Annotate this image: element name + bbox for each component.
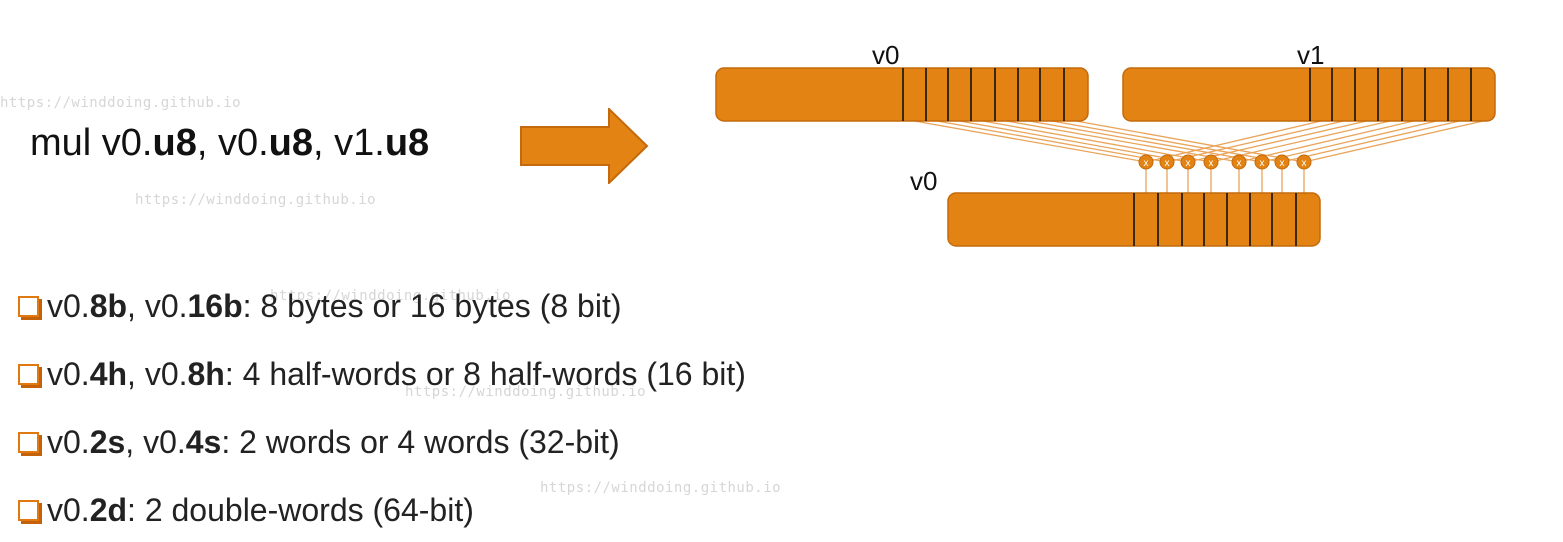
multiply-operator-icon xyxy=(1254,154,1270,170)
lane-line-src1 xyxy=(982,120,1212,163)
bullet-item: v0. 4h, v0. 8h: 4 half-words or 8 half-wor… xyxy=(18,356,746,393)
lane-line-src1 xyxy=(914,120,1147,163)
watermark: https://winddoing.github.io xyxy=(270,288,512,304)
bullet-item: v0. 8b, v0. 16b: 8 bytes or 16 bytes (8 bi… xyxy=(18,288,621,325)
register-v0-source xyxy=(715,67,1089,122)
lane-line-src1 xyxy=(1006,120,1240,163)
lane-line-src1 xyxy=(1075,120,1305,163)
watermark: https://winddoing.github.io xyxy=(0,95,242,111)
lane-line-src1 xyxy=(1051,120,1283,163)
multiply-operator-symbol: x xyxy=(1280,158,1285,169)
multiply-operator-icon xyxy=(1138,154,1154,170)
instruction-text: mul v0.u8, v0.u8, v1.u8 xyxy=(30,122,430,164)
multiply-operator-icon xyxy=(1180,154,1196,170)
multiply-operator-symbol: x xyxy=(1165,158,1170,169)
vector-multiply-diagram: x x x x x x x x v0 v1 v0 xyxy=(715,40,1496,247)
multiply-operator-icon xyxy=(1159,154,1175,170)
register-label-v0-destination: v0 xyxy=(910,166,937,196)
watermark: https://winddoing.github.io xyxy=(540,480,782,496)
lane-line-src1 xyxy=(936,120,1168,163)
checkbox-bullet-icon xyxy=(18,296,39,317)
multiply-operator-symbol: x xyxy=(1144,158,1149,169)
multiply-operator-symbol: x xyxy=(1260,158,1265,169)
bullet-item: v0. 2d: 2 double-words (64-bit) xyxy=(18,492,474,529)
register-v1-source xyxy=(1122,67,1496,122)
lane-line-src2 xyxy=(1281,120,1460,163)
lane-line-src1 xyxy=(1028,120,1263,163)
checkbox-bullet-icon xyxy=(18,500,39,521)
multiply-operator-symbol: x xyxy=(1209,158,1214,169)
multiply-operator-symbol: x xyxy=(1302,158,1307,169)
multiply-operator-icon xyxy=(1296,154,1312,170)
right-arrow-icon xyxy=(520,108,649,184)
checkbox-bullet-icon xyxy=(18,432,39,453)
multiply-operator-icon xyxy=(1203,154,1219,170)
lane-line-src1 xyxy=(959,120,1189,163)
lane-line-src2 xyxy=(1261,120,1437,163)
lane-dividers xyxy=(902,68,1472,246)
multiply-operator-symbol: x xyxy=(1237,158,1242,169)
lane-line-src2 xyxy=(1187,120,1367,163)
bullet-item: v0. 2s, v0. 4s: 2 words or 4 words (32-bit… xyxy=(18,424,620,461)
multiply-operator-icon xyxy=(1231,154,1247,170)
lane-line-src2 xyxy=(1166,120,1344,163)
watermark: https://winddoing.github.io xyxy=(135,192,377,208)
register-label-v0-source: v0 xyxy=(872,40,899,70)
lane-connection-lines xyxy=(914,120,1484,193)
watermark: https://winddoing.github.io xyxy=(405,384,647,400)
lane-line-src2 xyxy=(1145,120,1322,163)
multiply-operator-icon xyxy=(1274,154,1290,170)
multiply-operator-symbol: x xyxy=(1186,158,1191,169)
checkbox-bullet-icon xyxy=(18,364,39,385)
register-label-v1-source: v1 xyxy=(1297,40,1324,70)
lane-line-src2 xyxy=(1303,120,1484,163)
